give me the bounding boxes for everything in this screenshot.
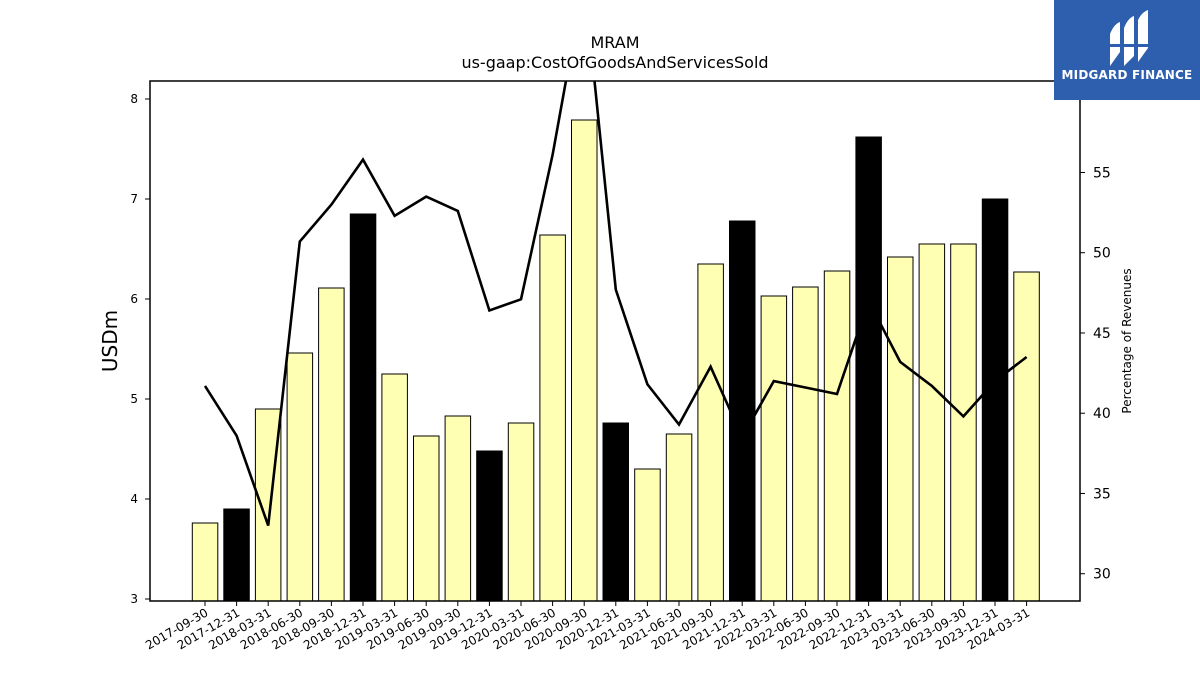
y-tick-label: 5 <box>130 392 138 406</box>
y-tick-label: 6 <box>130 292 138 306</box>
bar-2021-09-30 <box>697 263 724 602</box>
bar-2017-09-30 <box>191 522 219 602</box>
logo-text: MIDGARD FINANCE <box>1061 68 1193 82</box>
bar-2023-12-31 <box>981 198 1009 602</box>
bar-2019-03-31 <box>381 373 408 602</box>
line-layer <box>203 81 1028 527</box>
bar-2020-12-31 <box>602 422 629 602</box>
y2-tick-label: 40 <box>1093 406 1111 422</box>
chart-subtitle: us-gaap:CostOfGoodsAndServicesSold <box>461 53 768 72</box>
bar-2018-12-31 <box>349 213 377 602</box>
bar-2019-12-31 <box>476 450 503 602</box>
bar-2023-03-31 <box>887 256 914 602</box>
right-axis: 30 35 40 45 50 55 <box>1080 165 1111 583</box>
bar-2021-12-31 <box>729 220 756 602</box>
midgard-logo-icon <box>1108 10 1148 66</box>
bar-2023-06-30 <box>918 243 946 602</box>
chart-title: MRAM <box>590 33 639 52</box>
y-tick-label: 4 <box>130 492 138 506</box>
bar-2021-03-31 <box>634 468 661 602</box>
midgard-finance-logo: MIDGARD FINANCE <box>1054 0 1200 100</box>
y2-tick-label: 35 <box>1093 486 1111 502</box>
y-tick-label: 7 <box>130 192 138 206</box>
y-tick-label: 3 <box>130 592 138 606</box>
bar-2021-06-30 <box>665 433 693 602</box>
bar-2022-06-30 <box>792 286 819 602</box>
bar-2019-06-30 <box>413 435 440 602</box>
bar-2019-09-30 <box>444 415 472 602</box>
bar-2020-03-31 <box>507 422 535 602</box>
plot-frame <box>149 80 1081 602</box>
y-tick-label: 8 <box>130 92 138 106</box>
x-axis: 2017-09-302017-12-312018-03-312018-06-30… <box>143 601 1032 652</box>
y2-tick-label: 55 <box>1093 165 1111 181</box>
y2-tick-label: 50 <box>1093 246 1111 262</box>
percentage-line <box>203 81 1028 527</box>
y2-axis-label: Percentage of Revenues <box>1120 268 1134 413</box>
bar-2024-03-31 <box>1013 271 1040 602</box>
bar-2017-12-31 <box>223 508 250 602</box>
left-axis: 3 4 5 6 7 8 <box>130 92 150 606</box>
bar-2018-06-30 <box>286 352 314 602</box>
bar-2023-09-30 <box>950 243 977 602</box>
bar-2022-12-31 <box>855 136 882 602</box>
y2-tick-label: 30 <box>1093 567 1111 583</box>
bars-layer <box>191 119 1040 602</box>
bar-2020-09-30 <box>571 119 598 602</box>
bar-2022-09-30 <box>823 270 851 602</box>
y2-tick-label: 45 <box>1093 326 1111 342</box>
y-axis-label: USDm <box>98 310 122 372</box>
bar-2018-09-30 <box>318 287 345 602</box>
bar-2022-03-31 <box>760 295 788 602</box>
bar-2020-06-30 <box>539 234 566 602</box>
